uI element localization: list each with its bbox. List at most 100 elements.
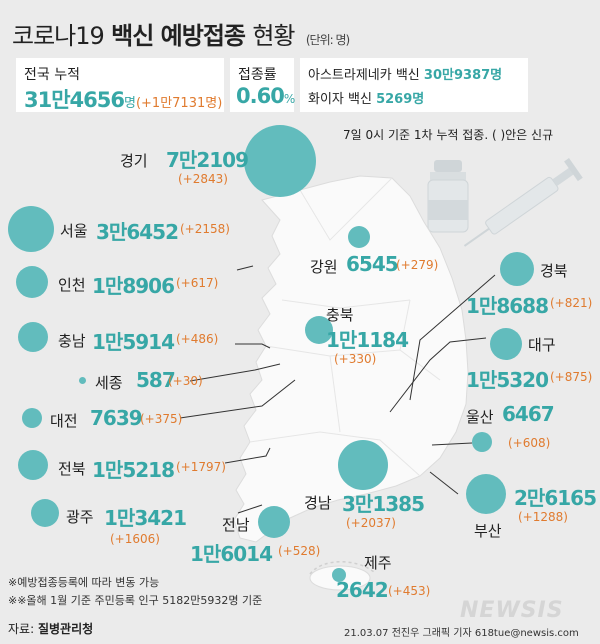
chungnam-value: 1만5914: [92, 330, 175, 354]
jeonbuk-delta: (+1797): [176, 460, 226, 474]
pfizer-value: 5269명: [376, 92, 425, 107]
total-delta: (+1만7131명): [135, 96, 223, 111]
title-part1: 코로나19: [12, 22, 105, 50]
total-unit: 명: [124, 96, 136, 111]
source: 질병관리청: [37, 622, 94, 636]
sejong-delta: (+30): [168, 374, 203, 388]
gyeongnam-value: 3만1385: [342, 492, 425, 516]
pfizer-label: 화이자 백신: [308, 92, 372, 107]
seoul-circle: [8, 206, 54, 252]
total-value: 31만4656: [24, 88, 125, 112]
unit-label: (단위: 명): [305, 33, 350, 47]
total-value-row: 31만4656명(+1만7131명): [24, 84, 222, 114]
gwangju-delta: (+1606): [110, 532, 160, 546]
chungbuk-value: 1만1184: [326, 328, 409, 352]
incheon-value: 1만8906: [92, 274, 175, 298]
jeju-value: 2642: [336, 578, 389, 602]
incheon-delta: (+617): [176, 276, 219, 290]
busan-circle: [466, 474, 506, 514]
sejong-circle: [79, 377, 86, 384]
ulsan-name: 울산: [466, 408, 494, 426]
chungbuk-delta: (+330): [334, 352, 377, 366]
rate-label: 접종률: [238, 67, 277, 83]
rate-unit: %: [283, 92, 296, 106]
sejong-value: 587: [136, 368, 176, 392]
rate-value-row: 0.60%: [236, 84, 295, 108]
seoul-value: 3만6452: [96, 220, 179, 244]
busan-delta: (+1288): [518, 510, 568, 524]
seoul-name: 서울: [60, 222, 88, 240]
total-label: 전국 누적: [24, 67, 80, 83]
watermark-logo: NEWSIS: [460, 598, 564, 623]
jeonnam-delta: (+528): [278, 544, 321, 558]
page-title: 코로나19 백신 예방접종 현황 (단위: 명): [12, 16, 350, 51]
chungnam-circle: [18, 322, 48, 352]
footnote-2: ※※올해 1월 기준 주민등록 인구 5182만5932명 기준: [8, 594, 263, 607]
gwangju-value: 1만3421: [104, 506, 187, 530]
total-box: 전국 누적 31만4656명(+1만7131명): [16, 58, 224, 112]
gyeonggi-delta: (+2843): [178, 172, 228, 186]
gyeonggi-value: 7만2109: [166, 148, 249, 172]
az-label: 아스트라제네카 백신: [308, 68, 420, 83]
gangwon-value: 6545: [346, 252, 399, 276]
mainland-shape: [233, 175, 469, 543]
seoul-delta: (+2158): [180, 222, 230, 236]
gyeongnam-name: 경남: [304, 494, 332, 512]
incheon-name: 인천: [58, 276, 86, 294]
az-value: 30만9387명: [423, 68, 503, 83]
syringe-icon: [463, 158, 583, 247]
daejeon-circle: [22, 408, 42, 428]
vial-icon: [427, 160, 469, 233]
credit: 21.03.07 전진우 그래픽 기자 618tue@newsis.com: [344, 628, 579, 639]
jeonnam-value: 1만6014: [190, 542, 273, 566]
chungbuk-circle: [305, 316, 333, 344]
jeonbuk-name: 전북: [58, 460, 86, 478]
daegu-value: 1만5320: [466, 368, 549, 392]
gyeongnam-circle: [338, 440, 388, 490]
vaccine-illustration: [427, 158, 583, 247]
title-part2: 백신 예방접종: [111, 22, 246, 50]
gyeonggi-name: 경기: [120, 152, 148, 170]
chungbuk-name: 충북: [326, 306, 354, 324]
daegu-circle: [490, 328, 522, 360]
chungnam-delta: (+486): [176, 332, 219, 346]
chungnam-name: 충남: [58, 332, 86, 350]
jeonbuk-value: 1만5218: [92, 458, 175, 482]
title-part3: 현황: [252, 22, 295, 50]
gwangju-circle: [31, 499, 59, 527]
ulsan-delta: (+608): [508, 436, 551, 450]
daejeon-name: 대전: [50, 412, 78, 430]
daegu-name: 대구: [528, 336, 556, 354]
busan-value: 2만6165: [514, 486, 597, 510]
vaccine-box: 아스트라제네카 백신 30만9387명 화이자 백신 5269명: [300, 58, 528, 112]
jeju-name: 제주: [364, 554, 392, 572]
gwangju-name: 광주: [66, 508, 94, 526]
gyeongbuk-value: 1만8688: [466, 294, 549, 318]
source-label: 자료:: [8, 622, 35, 636]
busan-name: 부산: [474, 522, 502, 540]
ulsan-value: 6467: [502, 402, 555, 426]
gyeongbuk-circle: [500, 252, 534, 286]
incheon-circle: [16, 266, 48, 298]
daejeon-value: 7639: [90, 406, 143, 430]
jeju-delta: (+453): [388, 584, 431, 598]
jeonnam-name: 전남: [222, 516, 250, 534]
ulsan-circle: [472, 432, 492, 452]
jeju-circle: [332, 568, 346, 582]
sejong-name: 세종: [95, 374, 123, 392]
gyeongbuk-delta: (+821): [550, 296, 593, 310]
source-line: 자료: 질병관리청: [8, 620, 93, 637]
basis-note: 7일 0시 기준 1차 누적 접종. ( )안은 신규: [343, 128, 554, 142]
rate-box: 접종률 0.60%: [230, 58, 295, 112]
jeonbuk-circle: [18, 450, 48, 480]
footnote-1: ※예방접종등록에 따라 변동 가능: [8, 576, 160, 589]
gangwon-name: 강원: [310, 258, 338, 276]
az-row: 아스트라제네카 백신 30만9387명: [308, 64, 502, 83]
pfizer-row: 화이자 백신 5269명: [308, 88, 424, 107]
gangwon-delta: (+279): [396, 258, 439, 272]
gangwon-circle: [348, 226, 370, 248]
gyeongbuk-name: 경북: [540, 262, 568, 280]
gyeonggi-circle: [244, 125, 316, 197]
daegu-delta: (+875): [550, 370, 593, 384]
jeonnam-circle: [258, 506, 290, 538]
